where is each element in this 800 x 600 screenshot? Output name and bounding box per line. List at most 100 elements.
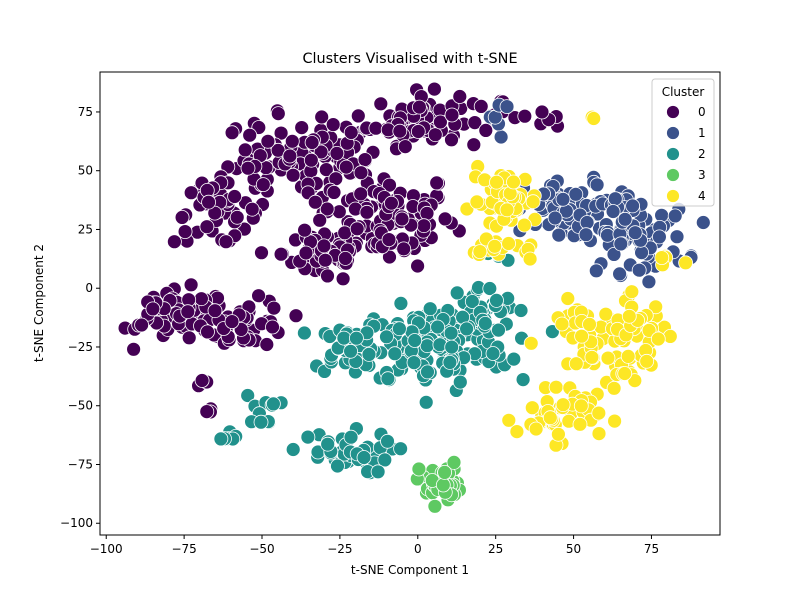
cluster-4-point: [662, 328, 678, 344]
x-axis-label: t-SNE Component 1: [351, 563, 469, 577]
cluster-2-point: [459, 321, 475, 337]
cluster-4-point: [509, 424, 525, 440]
cluster-0-point: [183, 277, 199, 293]
cluster-0-point: [394, 211, 410, 227]
cluster-4-point: [654, 250, 670, 266]
cluster-2-point: [420, 364, 435, 380]
legend-marker-4: [666, 189, 680, 203]
cluster-0-point: [145, 301, 161, 317]
cluster-0-point: [294, 120, 310, 135]
cluster-0-point: [260, 133, 276, 149]
cluster-2-point: [285, 442, 301, 457]
cluster-0-point: [343, 125, 359, 140]
cluster-0-point: [285, 167, 301, 183]
cluster-0-point: [392, 123, 408, 139]
cluster-0-point: [452, 89, 468, 104]
cluster-0-point: [397, 139, 413, 155]
cluster-0-point: [304, 135, 320, 150]
cluster-4-point: [551, 426, 566, 442]
cluster-4-point: [648, 299, 664, 315]
cluster-1-point: [634, 245, 649, 261]
cluster-2-point: [265, 396, 281, 412]
cluster-0-point: [429, 175, 445, 191]
cluster-2-point: [515, 372, 531, 388]
legend-label-1: 1: [698, 126, 706, 140]
cluster-2-point: [482, 281, 498, 296]
cluster-0-point: [337, 225, 353, 241]
cluster-2-point: [449, 285, 465, 301]
cluster-1-point: [547, 210, 563, 226]
cluster-0-point: [297, 222, 313, 238]
cluster-0-point: [229, 209, 245, 225]
cluster-4-point: [528, 421, 544, 437]
cluster-4-point: [506, 174, 521, 190]
cluster-4-point: [542, 410, 558, 426]
cluster-1-point: [652, 229, 667, 245]
cluster-4-point: [487, 238, 503, 254]
cluster-4-point: [568, 356, 584, 372]
cluster-0-point: [224, 125, 240, 141]
cluster-0-point: [312, 212, 328, 228]
legend-title: Cluster: [662, 85, 705, 99]
cluster-4-point: [574, 328, 589, 344]
cluster-2-point: [320, 436, 336, 452]
cluster-0-point: [432, 114, 448, 130]
cluster-4-point: [548, 379, 564, 395]
cluster-0-point: [193, 291, 209, 307]
cluster-0-point: [444, 107, 460, 123]
cluster-0-point: [534, 104, 550, 120]
cluster-4-point: [621, 308, 637, 324]
cluster-1-point: [654, 207, 669, 223]
cluster-2-point: [513, 303, 529, 318]
cluster-4-point: [472, 244, 488, 260]
cluster-2-point: [356, 450, 372, 465]
cluster-0-point: [410, 124, 426, 139]
cluster-0-point: [255, 177, 271, 193]
cluster-0-point: [467, 115, 483, 130]
cluster-3-point: [411, 461, 427, 477]
cluster-0-point: [313, 144, 329, 160]
cluster-2-point: [489, 292, 504, 308]
cluster-2-point: [380, 433, 395, 449]
cluster-1-point: [607, 191, 623, 207]
cluster-4-point: [606, 380, 622, 396]
cluster-2-point: [419, 338, 435, 354]
cluster-0-point: [319, 201, 335, 217]
cluster-4-point: [555, 397, 571, 413]
cluster-1-point: [606, 246, 622, 262]
x-axis-ticks: −100 −75 −50 −25 0 25 50 75: [90, 535, 659, 556]
cluster-1-point: [555, 191, 571, 207]
cluster-1-point: [612, 266, 627, 282]
cluster-1-point: [493, 129, 509, 145]
cluster-0-point: [288, 308, 304, 324]
cluster-4-point: [620, 348, 636, 364]
cluster-0-point: [201, 194, 217, 210]
cluster-2-point: [213, 431, 229, 447]
cluster-4-point: [522, 251, 538, 267]
cluster-4-point: [525, 194, 541, 210]
cluster-0-point: [270, 142, 286, 158]
cluster-0-point: [444, 132, 459, 148]
cluster-4-point: [617, 366, 633, 381]
cluster-2-point: [477, 315, 493, 331]
cluster-2-point: [464, 294, 480, 309]
legend-marker-3: [666, 168, 680, 182]
cluster-0-point: [329, 145, 345, 161]
cluster-0-point: [273, 246, 289, 262]
cluster-2-point: [343, 343, 359, 359]
cluster-2-point: [296, 325, 312, 341]
cluster-4-point: [499, 202, 515, 218]
cluster-0-point: [317, 252, 333, 268]
cluster-0-point: [349, 221, 365, 237]
legend: Cluster 0 1 2 3 4: [651, 78, 715, 207]
y-tick-label: 25: [78, 222, 93, 236]
cluster-0-point: [273, 125, 289, 141]
x-tick-label: −25: [327, 542, 352, 556]
legend-marker-0: [666, 105, 680, 119]
legend-label-3: 3: [698, 168, 706, 182]
cluster-2-point: [430, 319, 446, 335]
cluster-0-point: [177, 224, 193, 240]
cluster-0-point: [373, 96, 389, 112]
cluster-0-point: [478, 122, 494, 138]
cluster-2-point: [407, 333, 423, 348]
